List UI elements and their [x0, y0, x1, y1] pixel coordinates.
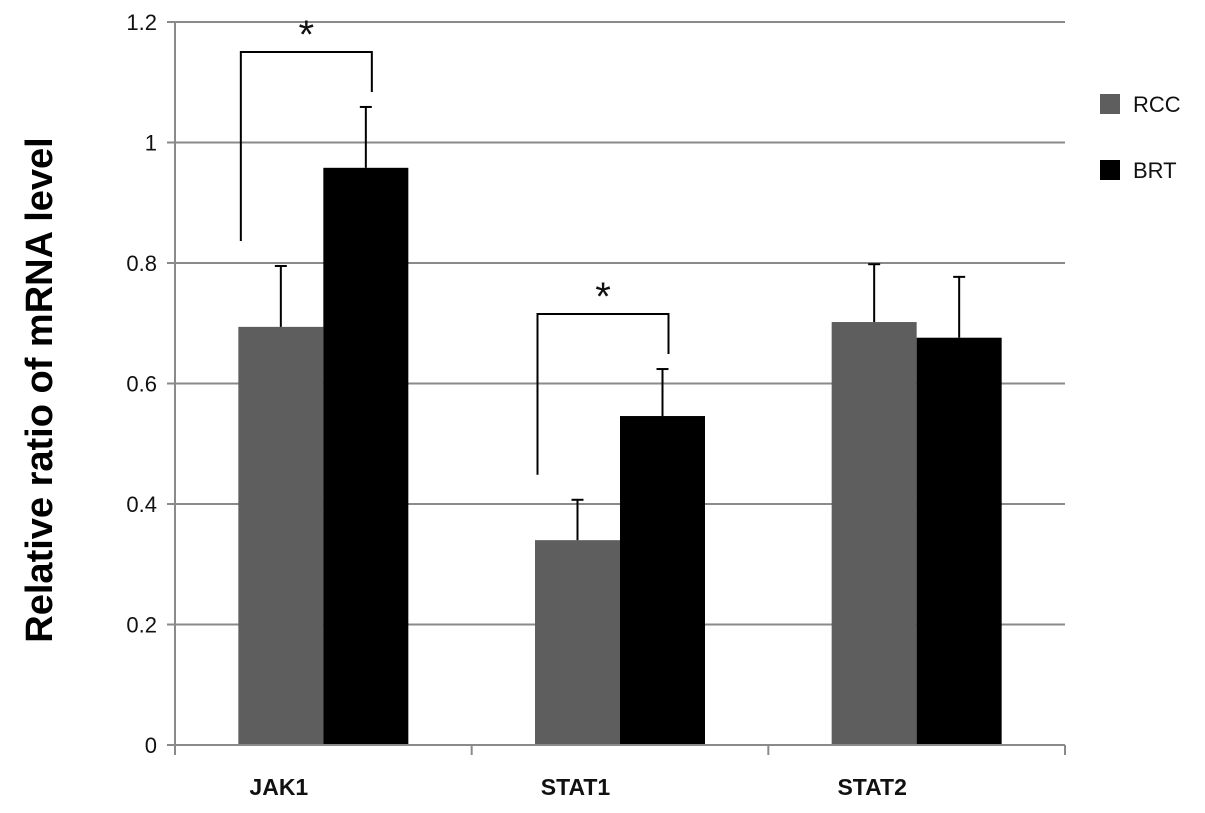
legend-label-rcc: RCC: [1133, 92, 1181, 117]
y-tick-label: 0.4: [126, 492, 157, 517]
legend-swatch-rcc: [1100, 94, 1120, 114]
y-tick-label: 1.2: [126, 10, 157, 35]
significance-asterisk: *: [595, 275, 611, 319]
bar-rcc-stat1: [535, 540, 620, 745]
x-tick-label: STAT1: [541, 774, 611, 800]
bar-brt-stat1: [620, 416, 705, 745]
legend-label-brt: BRT: [1133, 158, 1177, 183]
y-tick-label: 0.2: [126, 613, 157, 638]
legend-swatch-brt: [1100, 160, 1120, 180]
bar-brt-jak1: [323, 167, 409, 745]
bar-brt-stat2: [916, 337, 1002, 745]
y-tick-label: 0: [145, 733, 157, 758]
y-axis-label: Relative ratio of mRNA level: [19, 137, 61, 642]
y-tick-label: 0.6: [126, 372, 157, 397]
bar-rcc-jak1: [238, 326, 324, 745]
significance-bracket: [239, 50, 373, 242]
significance-bracket: [536, 313, 670, 475]
y-tick-label: 1: [145, 131, 157, 156]
x-tick-label: STAT2: [837, 774, 906, 800]
significance-asterisk: *: [299, 13, 315, 57]
x-tick-label: JAK1: [249, 774, 308, 800]
y-tick-label: 0.8: [126, 251, 157, 276]
bar-rcc-stat2: [831, 322, 917, 745]
